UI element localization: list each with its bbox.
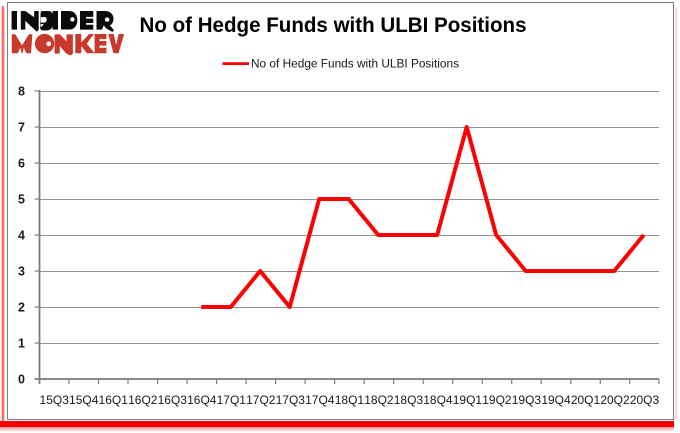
svg-text:3: 3 <box>18 264 25 278</box>
svg-text:20Q1: 20Q1 <box>571 393 601 407</box>
svg-text:19Q2: 19Q2 <box>482 393 512 407</box>
svg-text:1: 1 <box>18 336 25 350</box>
svg-text:20Q3: 20Q3 <box>630 393 660 407</box>
svg-text:16Q3: 16Q3 <box>158 393 188 407</box>
svg-text:16Q4: 16Q4 <box>187 393 217 407</box>
svg-text:18Q1: 18Q1 <box>335 393 365 407</box>
svg-text:6: 6 <box>18 156 25 170</box>
svg-text:18Q4: 18Q4 <box>423 393 453 407</box>
svg-text:20Q2: 20Q2 <box>600 393 630 407</box>
svg-text:15Q3: 15Q3 <box>40 393 70 407</box>
svg-text:4: 4 <box>18 228 25 242</box>
svg-text:19Q1: 19Q1 <box>453 393 483 407</box>
svg-text:17Q3: 17Q3 <box>276 393 306 407</box>
svg-text:0: 0 <box>18 372 25 386</box>
svg-text:19Q3: 19Q3 <box>512 393 542 407</box>
svg-text:No of Hedge Funds with ULBI Po: No of Hedge Funds with ULBI Positions <box>140 14 527 37</box>
svg-text:8: 8 <box>18 84 25 98</box>
svg-text:16Q2: 16Q2 <box>128 393 158 407</box>
svg-text:18Q2: 18Q2 <box>364 393 394 407</box>
svg-text:17Q4: 17Q4 <box>305 393 335 407</box>
svg-text:17Q2: 17Q2 <box>246 393 276 407</box>
svg-text:18Q3: 18Q3 <box>394 393 424 407</box>
svg-text:19Q4: 19Q4 <box>541 393 571 407</box>
svg-text:16Q1: 16Q1 <box>99 393 129 407</box>
svg-text:5: 5 <box>18 192 25 206</box>
svg-text:7: 7 <box>18 120 25 134</box>
svg-text:2: 2 <box>18 300 25 314</box>
svg-text:17Q1: 17Q1 <box>217 393 247 407</box>
svg-text:No of Hedge Funds with ULBI Po: No of Hedge Funds with ULBI Positions <box>251 59 459 71</box>
svg-text:15Q4: 15Q4 <box>69 393 99 407</box>
